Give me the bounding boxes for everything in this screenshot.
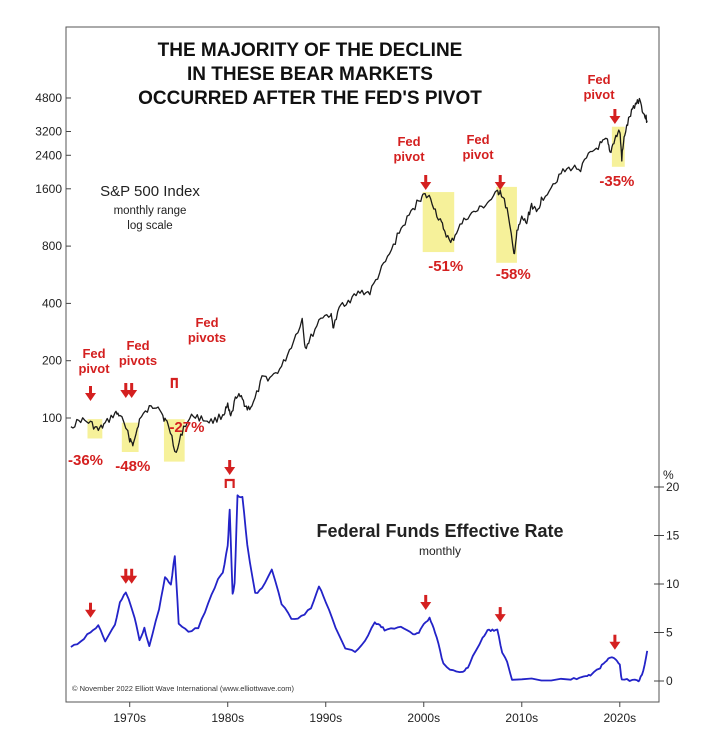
pivot-arrow-icon bbox=[85, 393, 97, 401]
x-tick-label: 2000s bbox=[407, 711, 440, 725]
pivot-label-line-1: Fed bbox=[466, 132, 489, 147]
pivot-arrow-icon bbox=[126, 390, 138, 398]
rate-arrow-icon bbox=[420, 601, 432, 610]
rate-bracket bbox=[224, 478, 235, 488]
x-tick-label: 1980s bbox=[211, 711, 244, 725]
pivot-label-line-1: Fed bbox=[397, 134, 420, 149]
spx-y-tick-label: 1600 bbox=[35, 182, 62, 196]
decline-highlight bbox=[422, 192, 455, 253]
decline-label: -51% bbox=[428, 258, 463, 275]
rate-y-tick-label: 20 bbox=[666, 480, 680, 494]
decline-highlight bbox=[87, 419, 103, 439]
copyright-note: © November 2022 Elliott Wave Internation… bbox=[72, 684, 295, 693]
rate-y-tick-label: 15 bbox=[666, 529, 680, 543]
decline-label: -48% bbox=[115, 458, 150, 475]
pivot-label-line-2: pivot bbox=[462, 147, 494, 162]
decline-highlight bbox=[496, 186, 517, 263]
spx-sublabel-range: monthly range bbox=[114, 205, 187, 217]
decline-label: -35% bbox=[599, 173, 634, 190]
spx-y-tick-label: 2400 bbox=[35, 148, 62, 162]
spx-series-line bbox=[70, 97, 648, 453]
pivot-label-line-1: Fed bbox=[587, 72, 610, 87]
pivot-label-line-2: pivot bbox=[78, 361, 110, 376]
rate-y-tick-label: 5 bbox=[666, 626, 673, 640]
spx-y-tick-label: 3200 bbox=[35, 125, 62, 139]
decline-highlight bbox=[121, 422, 139, 453]
pivot-label-line-2: pivots bbox=[188, 330, 226, 345]
rate-series-title: Federal Funds Effective Rate bbox=[316, 521, 563, 541]
pivot-bracket bbox=[170, 377, 178, 388]
x-tick-label: 2020s bbox=[603, 711, 636, 725]
rate-y-axis: 0 5 10 15 20 bbox=[654, 480, 680, 688]
spx-y-axis: 100 200 400 800 1600 2400 3200 4800 bbox=[35, 91, 71, 425]
pivot-label-line-1: Fed bbox=[126, 338, 149, 353]
rate-unit-label: % bbox=[663, 468, 674, 482]
pivot-label-line-2: pivot bbox=[393, 149, 425, 164]
chart-title-line-3: OCCURRED AFTER THE FED'S PIVOT bbox=[138, 88, 482, 109]
fed-funds-rate-line bbox=[70, 494, 649, 683]
chart-frame bbox=[65, 26, 660, 703]
rate-y-tick-label: 0 bbox=[666, 674, 673, 688]
spx-y-tick-label: 4800 bbox=[35, 91, 62, 105]
pivot-label-line-1: Fed bbox=[195, 315, 218, 330]
rate-y-tick-label: 10 bbox=[666, 577, 680, 591]
rate-arrow-icon bbox=[494, 614, 506, 623]
chart-title-line-1: THE MAJORITY OF THE DECLINE bbox=[158, 40, 463, 61]
rate-arrow-icon bbox=[224, 467, 236, 475]
x-axis: 1970s 1980s 1990s 2000s 2010s 2020s bbox=[113, 702, 636, 725]
spx-y-tick-label: 400 bbox=[42, 296, 62, 310]
rate-series-subtitle: monthly bbox=[419, 544, 461, 558]
spx-y-tick-label: 200 bbox=[42, 354, 62, 368]
spx-y-tick-label: 800 bbox=[42, 239, 62, 253]
decline-label: -58% bbox=[496, 266, 531, 283]
chart-title-line-2: IN THESE BEAR MARKETS bbox=[187, 64, 433, 85]
rate-arrow-icon bbox=[85, 609, 97, 618]
pivot-label-line-2: pivots bbox=[119, 353, 157, 368]
x-tick-label: 1970s bbox=[113, 711, 146, 725]
rate-arrow-icon bbox=[126, 575, 138, 584]
decline-label: -36% bbox=[68, 452, 103, 469]
spx-sublabel-scale: log scale bbox=[127, 220, 172, 232]
pivot-label-line-2: pivot bbox=[583, 87, 615, 102]
pivot-annotations: Fedpivot-36%Fedpivots-48%Fedpivots-27%Fe… bbox=[68, 72, 634, 475]
spx-y-tick-label: 100 bbox=[42, 411, 62, 425]
rate-arrows bbox=[85, 460, 621, 650]
decline-label: -27% bbox=[169, 419, 204, 436]
rate-arrow-icon bbox=[609, 641, 621, 650]
pivot-label-line-1: Fed bbox=[82, 346, 105, 361]
pivot-arrow-icon bbox=[609, 116, 621, 124]
pivot-arrow-icon bbox=[494, 182, 506, 190]
spx-series-label: S&P 500 Index bbox=[100, 183, 200, 200]
x-tick-label: 1990s bbox=[309, 711, 342, 725]
pivot-arrow-icon bbox=[420, 182, 432, 190]
x-tick-label: 2010s bbox=[505, 711, 538, 725]
